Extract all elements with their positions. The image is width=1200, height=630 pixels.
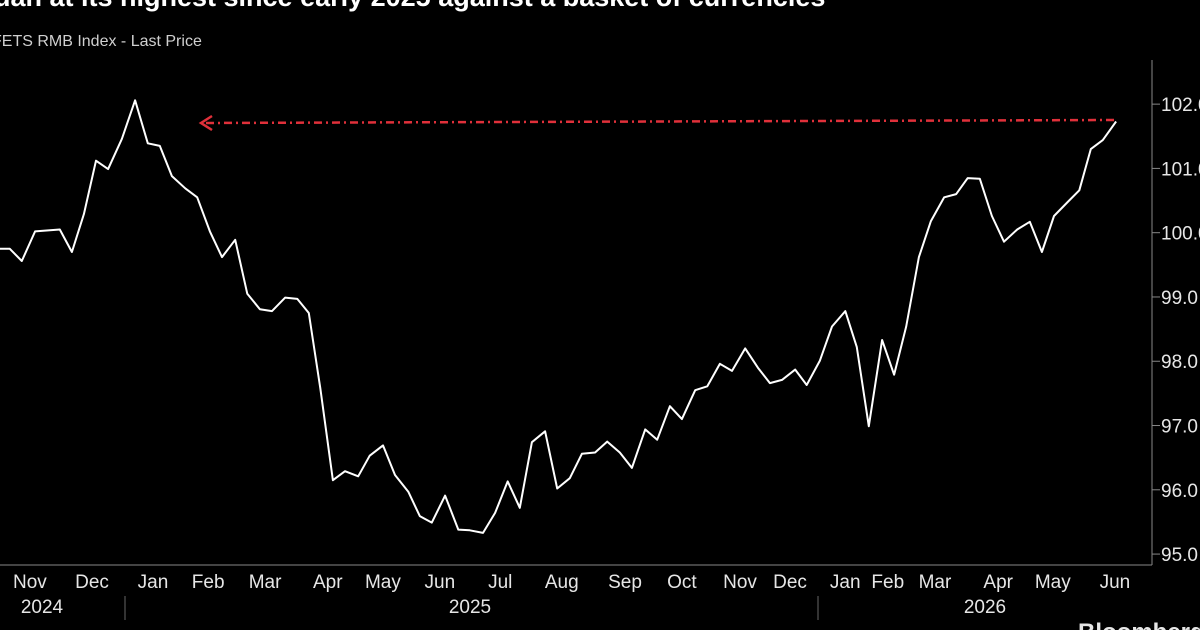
- line-series: [0, 99, 1117, 534]
- x-tick-label: Feb: [192, 572, 225, 593]
- y-tick-label: 99.0: [1161, 288, 1198, 309]
- year-label: 2025: [449, 597, 491, 618]
- x-tick-label: Nov: [723, 572, 757, 593]
- x-tick-label: Apr: [983, 572, 1013, 593]
- x-tick-label: May: [365, 572, 401, 593]
- y-tick-label: 96.0: [1161, 481, 1198, 502]
- x-tick-label: Apr: [313, 572, 343, 593]
- chart-subtitle: FETS RMB Index - Last Price: [0, 33, 202, 50]
- source: Bloomberg: [1078, 619, 1200, 630]
- x-tick-label: Jul: [488, 572, 512, 593]
- x-tick-label: Nov: [13, 572, 47, 593]
- x-tick-label: Dec: [773, 572, 807, 593]
- x-tick-label: Jan: [830, 572, 861, 593]
- annotation-arrow: [198, 114, 1115, 132]
- x-tick-label: Dec: [75, 572, 109, 593]
- x-tick-label: Oct: [667, 572, 697, 593]
- y-tick-label: 95.0: [1161, 545, 1198, 566]
- x-tick-label: May: [1035, 572, 1071, 593]
- x-tick-label: Jun: [1100, 572, 1131, 593]
- year-label: 2026: [964, 597, 1006, 618]
- y-tick-label: 102.0: [1161, 95, 1200, 116]
- y-tick-label: 97.0: [1161, 417, 1198, 438]
- x-tick-label: Sep: [608, 572, 642, 593]
- y-tick-label: 98.0: [1161, 352, 1198, 373]
- year-label: 2024: [21, 597, 64, 618]
- x-tick-label: Jun: [425, 572, 456, 593]
- y-tick-label: 101.0: [1161, 159, 1200, 180]
- y-tick-label: 100.0: [1161, 224, 1200, 245]
- x-tick-label: Feb: [871, 572, 904, 593]
- x-tick-label: Aug: [545, 572, 579, 593]
- chart-title: uan at its highest since early 2025 agai…: [0, 0, 825, 12]
- x-tick-label: Mar: [249, 572, 282, 593]
- x-tick-label: Mar: [919, 572, 952, 593]
- x-tick-label: Jan: [138, 572, 169, 593]
